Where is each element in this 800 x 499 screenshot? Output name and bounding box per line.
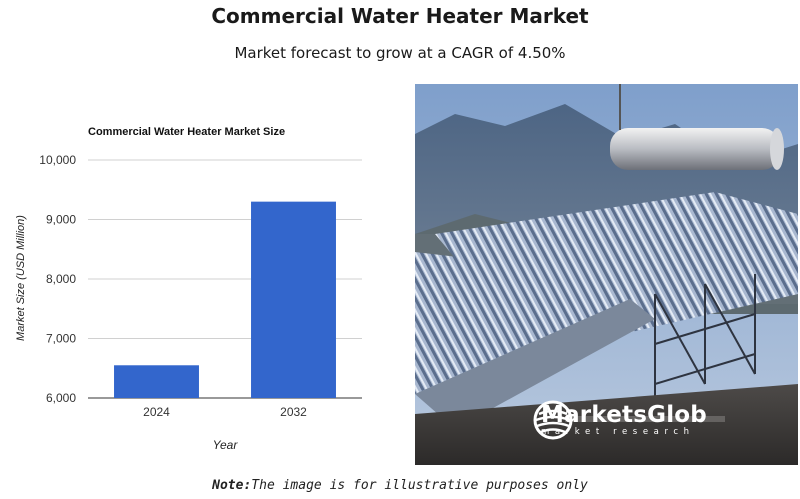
y-axis-ticks: 6,000 7,000 8,000 9,000 10,000 (39, 153, 76, 405)
chart-svg: Commercial Water Heater Market Size 6,00… (15, 126, 362, 452)
market-size-chart: Commercial Water Heater Market Size 6,00… (0, 110, 400, 470)
brand-tagline: market research (541, 426, 695, 437)
footer-note: Note:The image is for illustrative purpo… (0, 478, 800, 493)
y-tick-label: 6,000 (46, 391, 76, 405)
x-tick-label: 2024 (143, 405, 170, 419)
chart-bars (114, 201, 336, 398)
solar-water-heater-photo: MarketsGlob market research (415, 84, 798, 465)
x-axis-label: Year (213, 438, 239, 452)
note-text: The image is for illustrative purposes o… (251, 478, 588, 493)
y-tick-label: 8,000 (46, 272, 76, 286)
note-label: Note: (212, 478, 252, 493)
bar-2032 (251, 201, 336, 398)
marketsglob-logo: MarketsGlob market research (533, 400, 707, 440)
page-subtitle: Market forecast to grow at a CAGR of 4.5… (234, 44, 566, 62)
photo-illustration (415, 84, 798, 465)
x-tick-label: 2032 (280, 405, 307, 419)
page-title: Commercial Water Heater Market (211, 4, 589, 28)
y-tick-label: 7,000 (46, 332, 76, 346)
bar-2024 (114, 365, 199, 398)
y-axis-label: Market Size (USD Million) (15, 215, 27, 341)
chart-title: Commercial Water Heater Market Size (88, 126, 285, 138)
y-tick-label: 9,000 (46, 213, 76, 227)
x-axis-ticks: 2024 2032 (143, 405, 307, 419)
globe-icon (533, 400, 573, 440)
y-tick-label: 10,000 (39, 153, 76, 167)
